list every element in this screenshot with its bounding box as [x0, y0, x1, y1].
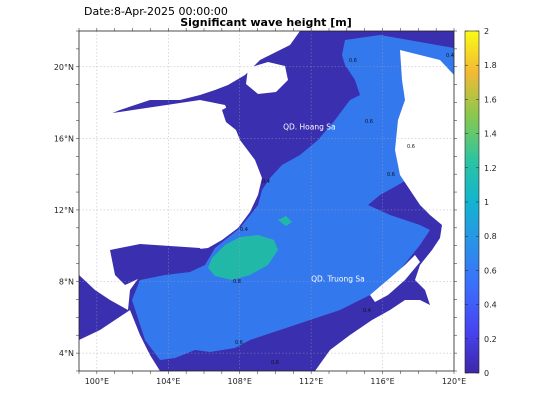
colorbar-tick-label: 1 — [484, 198, 489, 207]
colorbar-tick-label: 1.8 — [484, 61, 497, 70]
high-wave-patch — [278, 216, 292, 226]
map-area: 0.6 0.6 0.6 0.6 0.4 0.4 0.8 0.6 0.6 0.4 0.4 QD. Ho… — [79, 31, 454, 371]
colorbar: 0 0.2 0.4 0.6 0.8 1 1.2 1.4 1.6 1.8 2 — [464, 27, 497, 378]
colorbar-tick-label: 1.4 — [484, 130, 497, 139]
colorbar-tick-label: 0.8 — [484, 232, 497, 241]
colorbar-tick-label: 0 — [484, 369, 489, 378]
map-title: Significant wave height [m] — [180, 16, 352, 29]
x-tick-label: 112°E — [299, 377, 323, 386]
contour-label: 0.4 — [240, 227, 248, 233]
x-tick-label: 100°E — [85, 377, 109, 386]
colorbar-tick-label: 1.2 — [484, 164, 497, 173]
land-hainan — [246, 62, 288, 94]
gulf-of-tonkin-water — [222, 100, 254, 138]
colorbar-ticks: 0 0.2 0.4 0.6 0.8 1 1.2 1.4 1.6 1.8 2 — [465, 27, 497, 378]
land-malay-peninsula — [79, 310, 160, 371]
contour-label: 0.4 — [363, 308, 371, 314]
x-tick-label: 108°E — [228, 377, 252, 386]
y-tick-labels: 4°N 8°N 12°N 16°N 20°N — [54, 63, 74, 358]
contour-label: 0.4 — [262, 179, 270, 185]
contour-label: 0.6 — [235, 340, 243, 346]
y-tick-label: 4°N — [59, 349, 74, 358]
colorbar-tick-label: 0.6 — [484, 266, 497, 275]
map-gridlines — [79, 31, 454, 371]
frame-ticks — [76, 28, 457, 374]
x-tick-label: 116°E — [370, 377, 394, 386]
contour-labels: 0.6 0.6 0.6 0.6 0.4 0.4 0.8 0.6 0.6 0.4 0.4 — [233, 53, 454, 366]
contour-label: 0.8 — [233, 279, 241, 285]
map-frame — [78, 30, 455, 372]
colorbar-tick-label: 0.4 — [484, 301, 497, 310]
contour-label: 0.6 — [365, 119, 373, 125]
date-label: Date:8-Apr-2025 00:00:00 — [84, 5, 228, 18]
high-wave-region — [208, 235, 278, 280]
colorbar-tick-label: 2 — [484, 27, 489, 36]
land-philippines — [395, 50, 454, 330]
contour-label: 0.4 — [446, 53, 454, 59]
contour-label: 0.6 — [271, 360, 279, 366]
colorbar-tick-label: 1.6 — [484, 95, 497, 104]
place-labels: QD. Hoang Sa QD. Truong Sa — [283, 122, 365, 283]
y-tick-label: 12°N — [54, 206, 74, 215]
y-tick-label: 20°N — [54, 63, 74, 72]
contour-label: 0.6 — [407, 144, 415, 150]
y-tick-label: 8°N — [59, 278, 74, 287]
contour-label: 0.6 — [349, 58, 357, 64]
x-tick-labels: 100°E 104°E 108°E 112°E 116°E 120°E — [85, 377, 466, 386]
contour-label: 0.6 — [387, 172, 395, 178]
place-label: QD. Truong Sa — [311, 275, 365, 284]
x-tick-label: 104°E — [156, 377, 180, 386]
colorbar-tick-label: 0.2 — [484, 335, 497, 344]
x-tick-label: 120°E — [442, 377, 466, 386]
y-tick-label: 16°N — [54, 134, 74, 143]
place-label: QD. Hoang Sa — [283, 122, 336, 131]
land-china — [79, 31, 300, 118]
gulf-of-thailand-water — [110, 244, 205, 285]
moderate-wave-region — [132, 35, 454, 360]
